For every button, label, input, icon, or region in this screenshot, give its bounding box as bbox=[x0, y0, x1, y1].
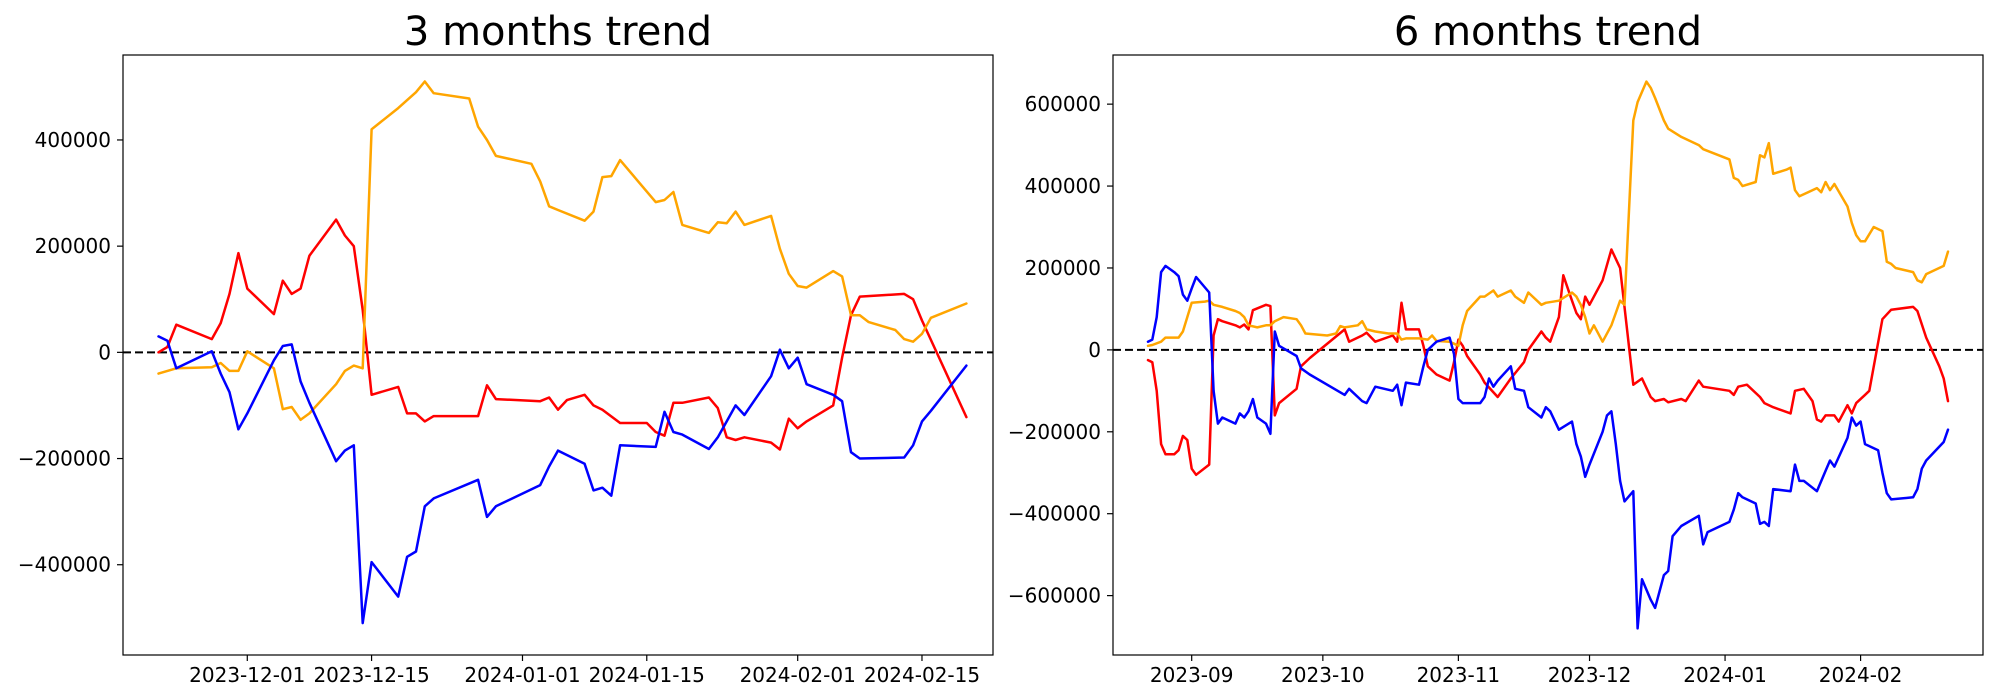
y-tick-label: 600000 bbox=[1025, 92, 1101, 116]
series-line-1 bbox=[157, 80, 968, 422]
series-line-2 bbox=[1146, 264, 1950, 630]
y-tick-label: 200000 bbox=[35, 234, 111, 258]
chart-title: 6 months trend bbox=[1394, 9, 1702, 55]
x-tick-label: 2024-02 bbox=[1819, 663, 1903, 687]
y-tick-label: −600000 bbox=[1008, 584, 1101, 608]
y-tick-label: 400000 bbox=[35, 128, 111, 152]
series-line-0 bbox=[157, 218, 968, 451]
y-tick-label: −400000 bbox=[1008, 502, 1101, 526]
y-tick-label: 200000 bbox=[1025, 256, 1101, 280]
x-tick-label: 2023-12-15 bbox=[313, 663, 429, 687]
chart-title: 3 months trend bbox=[404, 9, 712, 55]
series-line-1 bbox=[1146, 80, 1950, 348]
y-tick-label: −400000 bbox=[18, 553, 111, 577]
x-tick-label: 2023-10 bbox=[1281, 663, 1365, 687]
series-line-2 bbox=[157, 335, 968, 625]
x-tick-label: 2024-01-01 bbox=[464, 663, 580, 687]
plot-frame bbox=[122, 54, 994, 656]
y-tick-label: 0 bbox=[1088, 338, 1101, 362]
y-tick-label: 0 bbox=[98, 340, 111, 364]
plot-frame bbox=[1112, 54, 1984, 656]
y-tick-label: −200000 bbox=[18, 447, 111, 471]
y-tick-label: −200000 bbox=[1008, 420, 1101, 444]
x-tick-label: 2023-11 bbox=[1417, 663, 1501, 687]
x-tick-label: 2023-12 bbox=[1548, 663, 1632, 687]
chart-3-months-trend: 3 months trend −400000 −200000 0 200000 4000… bbox=[18, 9, 994, 687]
x-tick-label: 2024-01 bbox=[1683, 663, 1767, 687]
y-tick-label: 400000 bbox=[1025, 174, 1101, 198]
x-tick-label: 2024-02-15 bbox=[864, 663, 980, 687]
x-tick-label: 2024-02-01 bbox=[740, 663, 856, 687]
x-tick-label: 2023-12-01 bbox=[189, 663, 305, 687]
series-line-0 bbox=[1146, 248, 1950, 477]
x-tick-label: 2023-09 bbox=[1150, 663, 1234, 687]
x-tick-label: 2024-01-15 bbox=[589, 663, 705, 687]
chart-6-months-trend: 6 months trend −600000 −400000 −200000 0 200… bbox=[1008, 9, 1984, 687]
